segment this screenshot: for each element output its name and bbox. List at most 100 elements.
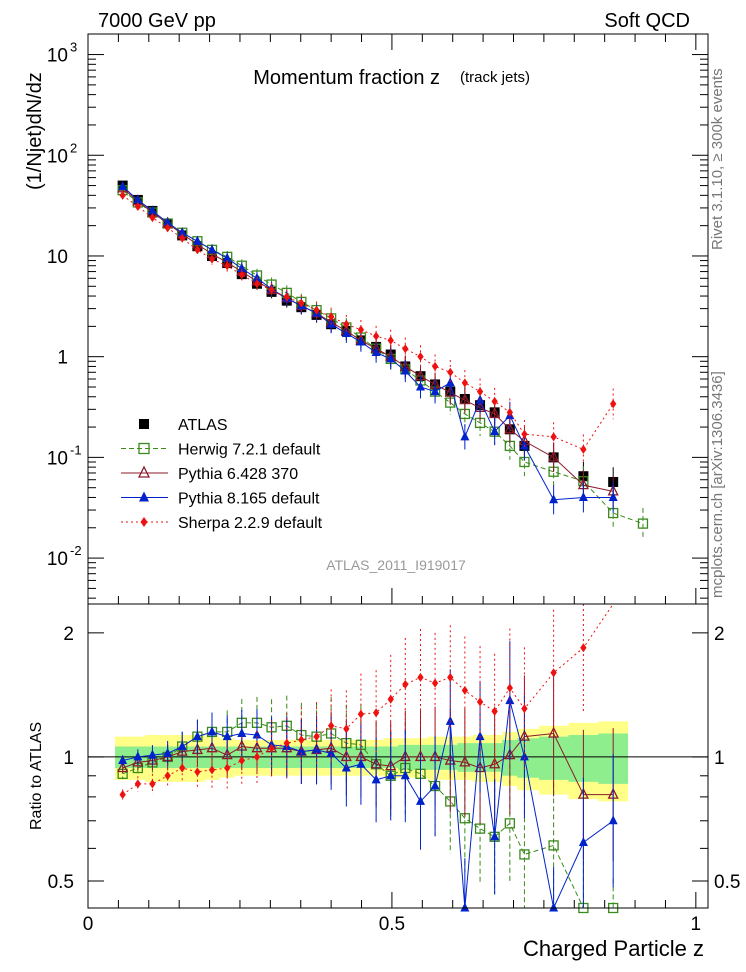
ratio-point [417,672,424,682]
ratio-point [163,747,173,757]
data-point [548,450,560,462]
ratio-point [238,756,245,766]
ratio-point [550,668,557,678]
legend-marker [139,419,149,429]
ratio-point [491,706,498,716]
data-point [149,213,156,223]
data-point [224,261,231,271]
ratio-y-tick-label: 1 [63,748,74,769]
data-point [504,422,516,434]
data-point [222,252,232,262]
data-point [179,233,186,243]
series-sherpa [119,190,617,465]
process-label: Soft QCD [604,10,690,32]
ratio-point [298,735,305,745]
data-point [118,180,128,190]
data-point [461,378,469,388]
ratio-y-tick-label: 2 [63,624,74,645]
ratio-point [313,732,320,742]
data-point [343,319,350,329]
data-point [491,396,498,406]
legend-item: Sherpa 2.2.9 default [121,515,323,532]
data-point [283,292,290,302]
legend-label: Herwig 7.2.1 default [178,442,321,459]
ratio-point [386,770,396,780]
ratio-point [296,746,306,756]
ratio-point [133,751,143,761]
ratio-point [415,795,425,805]
legend-label: Pythia 6.428 370 [178,466,298,483]
ratio-y-axis-label: Ratio to ATLAS [28,722,45,830]
data-point [357,325,365,335]
ratio-point [356,758,366,768]
data-point [327,312,335,322]
ratio-point [118,755,128,765]
data-point [371,347,381,357]
ratio-point [207,726,217,736]
ratio-point [268,743,275,753]
data-point [313,305,320,315]
ratio-point [371,774,381,784]
ratio-point [475,731,485,741]
x-tick-label: 0.5 [379,914,405,935]
ratio-point [506,683,513,693]
data-point [164,223,171,233]
data-point [147,205,157,215]
y-tick-label-exponent: -2 [70,543,82,558]
ratio-y-tick-label: 0.5 [48,872,74,893]
ratio-point [474,823,486,834]
ratio-point [461,685,469,695]
analysis-label: ATLAS_2011_I919017 [326,557,466,573]
x-tick-label: 1 [691,914,702,935]
ratio-point [221,748,233,760]
main-series [117,180,649,540]
data-point [400,365,410,375]
y-tick-label-exponent: 2 [70,140,77,155]
ratio-point [327,721,335,731]
data-point [237,263,247,273]
ratio-point [489,757,501,769]
ratio-point [343,724,350,734]
data-point [238,270,245,280]
ratio-point [402,679,409,689]
data-point [637,518,649,529]
ratio-point [430,780,440,790]
ratio-point [490,831,500,841]
data-point [298,298,305,308]
data-point [459,393,471,405]
data-point [580,444,587,454]
data-point [578,491,588,501]
ratio-point [164,771,171,781]
data-point [610,399,617,409]
series-pythia [118,180,618,515]
data-point [133,194,143,204]
data-point [356,336,366,346]
data-point [177,227,187,237]
ratio-point [476,697,484,707]
ratio-point [460,902,470,912]
legend-item: Pythia 8.165 default [121,491,320,508]
ratio-point [132,755,144,767]
y-tick-label-exponent: -1 [70,442,82,457]
ratio-point [224,763,231,773]
ratio-point [134,779,141,789]
ratio-frame [87,603,709,909]
ratio-point [549,902,559,912]
y-tick-label: 1 [57,348,68,369]
y-tick-label: 10 [47,247,68,268]
ratio-point [177,741,187,751]
ratio-point [372,708,380,718]
ratio-point [179,763,186,773]
legend-marker [138,442,150,455]
ratio-point [548,726,560,738]
data-point [253,279,261,289]
legend-item: Herwig 7.2.1 default [121,442,321,459]
ratio-point [519,849,530,860]
legend-label: Pythia 8.165 default [178,491,320,508]
ratio-point [147,749,157,759]
data-point [476,387,484,397]
legend-label: Sherpa 2.2.9 default [178,515,323,532]
chart-title: Momentum fraction z [253,67,440,89]
ratio-point [237,727,247,737]
